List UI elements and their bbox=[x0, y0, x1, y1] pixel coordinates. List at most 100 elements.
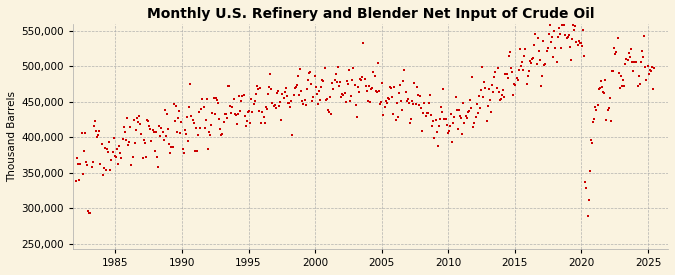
Point bbox=[211, 96, 221, 100]
Point bbox=[569, 28, 580, 32]
Point bbox=[499, 95, 510, 99]
Point bbox=[340, 100, 351, 105]
Point bbox=[595, 86, 605, 90]
Point bbox=[378, 113, 389, 117]
Point bbox=[445, 124, 456, 128]
Point bbox=[357, 75, 368, 79]
Point bbox=[423, 111, 433, 115]
Point bbox=[94, 129, 105, 133]
Point bbox=[235, 109, 246, 113]
Point bbox=[208, 95, 219, 100]
Point bbox=[408, 102, 418, 107]
Point bbox=[345, 99, 356, 104]
Point bbox=[232, 122, 242, 126]
Point bbox=[607, 68, 618, 73]
Point bbox=[483, 104, 493, 108]
Point bbox=[182, 114, 192, 119]
Point bbox=[254, 86, 265, 90]
Point bbox=[364, 100, 375, 104]
Point bbox=[273, 89, 284, 93]
Point bbox=[337, 92, 348, 96]
Point bbox=[287, 133, 298, 137]
Point bbox=[223, 84, 234, 88]
Point bbox=[186, 114, 197, 119]
Point bbox=[639, 34, 649, 38]
Point bbox=[460, 114, 471, 118]
Point bbox=[485, 98, 495, 102]
Point bbox=[311, 92, 322, 96]
Point bbox=[288, 93, 299, 98]
Point bbox=[446, 112, 456, 116]
Point bbox=[540, 62, 551, 67]
Point bbox=[333, 65, 344, 70]
Point bbox=[509, 81, 520, 86]
Point bbox=[202, 97, 213, 101]
Point bbox=[350, 103, 361, 108]
Point bbox=[153, 164, 163, 169]
Point bbox=[570, 24, 580, 29]
Point bbox=[454, 114, 465, 118]
Point bbox=[196, 107, 207, 111]
Point bbox=[392, 114, 403, 119]
Point bbox=[277, 91, 288, 96]
Point bbox=[158, 138, 169, 142]
Point bbox=[481, 119, 492, 123]
Point bbox=[402, 98, 412, 103]
Point bbox=[354, 77, 365, 81]
Point bbox=[572, 43, 583, 48]
Point bbox=[630, 60, 641, 64]
Point bbox=[514, 68, 524, 72]
Point bbox=[142, 117, 153, 122]
Point bbox=[579, 53, 590, 58]
Point bbox=[88, 124, 99, 129]
Point bbox=[368, 70, 379, 74]
Point bbox=[478, 94, 489, 99]
Point bbox=[605, 119, 616, 123]
Point bbox=[207, 111, 218, 116]
Point bbox=[462, 110, 473, 114]
Point bbox=[640, 65, 651, 69]
Point bbox=[531, 62, 542, 66]
Point bbox=[269, 103, 280, 107]
Point bbox=[649, 65, 659, 70]
Point bbox=[416, 105, 427, 110]
Point bbox=[426, 113, 437, 117]
Point bbox=[375, 102, 385, 106]
Point bbox=[395, 82, 406, 87]
Point bbox=[103, 150, 113, 154]
Point bbox=[302, 87, 313, 92]
Point bbox=[495, 97, 506, 101]
Point bbox=[130, 128, 141, 133]
Point bbox=[273, 104, 284, 108]
Point bbox=[166, 145, 177, 149]
Point bbox=[533, 48, 544, 53]
Point bbox=[574, 41, 585, 45]
Point bbox=[221, 116, 232, 120]
Point bbox=[526, 56, 537, 61]
Point bbox=[398, 78, 409, 83]
Point bbox=[138, 138, 149, 142]
Point bbox=[306, 81, 317, 86]
Point bbox=[369, 74, 380, 78]
Point bbox=[610, 52, 621, 56]
Point bbox=[504, 54, 514, 59]
Point bbox=[244, 109, 254, 113]
Point bbox=[283, 100, 294, 105]
Point bbox=[230, 112, 241, 117]
Point bbox=[452, 127, 463, 131]
Point bbox=[557, 23, 568, 27]
Point bbox=[600, 77, 611, 82]
Point bbox=[102, 147, 113, 152]
Point bbox=[111, 154, 122, 159]
Point bbox=[140, 141, 151, 145]
Point bbox=[99, 166, 109, 170]
Point bbox=[358, 41, 369, 45]
Point bbox=[608, 69, 618, 73]
Point bbox=[73, 161, 84, 166]
Point bbox=[339, 91, 350, 95]
Point bbox=[117, 137, 128, 141]
Point bbox=[558, 23, 568, 27]
Point bbox=[571, 39, 582, 44]
Point bbox=[226, 111, 237, 116]
Point bbox=[330, 72, 341, 76]
